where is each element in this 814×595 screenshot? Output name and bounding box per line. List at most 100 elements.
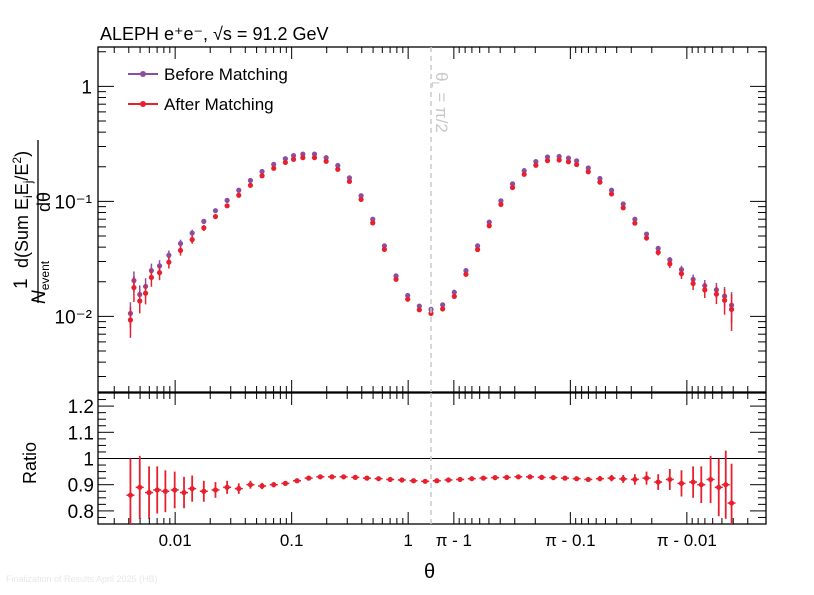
point-before-7 <box>177 240 184 247</box>
point-after-10 <box>212 213 219 220</box>
ratio-point-49 <box>678 480 685 486</box>
annotation-rest: = π/2 <box>432 88 451 133</box>
ratio-point-52 <box>708 476 714 483</box>
point-after-3 <box>142 290 149 296</box>
ratio-point-11 <box>236 486 242 492</box>
point-after-28 <box>416 307 422 313</box>
point-after-52 <box>690 280 696 287</box>
y-axis-label-top: 1 Nevent <box>11 140 52 304</box>
point-after-0 <box>127 317 134 323</box>
point-before-11 <box>224 197 230 203</box>
ratio-point-43 <box>608 475 615 481</box>
point-after-4 <box>148 274 154 281</box>
point-after-54 <box>713 291 720 297</box>
point-after-18 <box>300 155 306 161</box>
point-after-24 <box>370 220 376 226</box>
point-before-6 <box>166 252 172 258</box>
point-after-14 <box>259 173 265 179</box>
point-after-53 <box>702 287 708 293</box>
ratio-point-14 <box>271 482 277 488</box>
point-after-36 <box>509 184 516 191</box>
ylabel-dtheta: dθ <box>34 192 54 212</box>
ratio-point-20 <box>341 474 347 480</box>
ylabel-part-3: j <box>21 181 35 185</box>
point-before-23 <box>358 193 364 199</box>
ratio-point-39 <box>562 475 568 481</box>
point-after-29 <box>428 310 434 317</box>
point-before-48 <box>643 231 650 237</box>
point-after-1 <box>131 284 137 291</box>
point-after-34 <box>486 223 492 229</box>
point-after-38 <box>533 162 539 168</box>
point-after-21 <box>335 166 341 172</box>
y-tick-label-bottom-0: 0.8 <box>68 502 94 523</box>
ratio-point-19 <box>329 474 335 480</box>
point-before-43 <box>585 165 591 171</box>
point-before-12 <box>236 187 242 193</box>
ratio-point-22 <box>364 475 370 481</box>
point-before-18 <box>300 151 306 157</box>
ratio-point-47 <box>655 479 661 485</box>
ratio-point-55 <box>728 500 735 506</box>
point-before-24 <box>370 216 376 222</box>
ratio-point-4 <box>162 488 168 494</box>
point-before-35 <box>498 198 504 204</box>
point-before-34 <box>486 219 492 225</box>
ratio-point-0 <box>127 492 134 498</box>
chart-title: ALEPH e⁺e⁻, √s = 91.2 GeV <box>100 24 329 44</box>
ratio-point-44 <box>620 476 626 482</box>
ylabel-one: 1 <box>11 278 32 289</box>
ratio-point-46 <box>643 475 650 481</box>
point-after-26 <box>393 276 399 282</box>
ylabel-part-4: /E <box>12 164 32 181</box>
point-after-40 <box>556 157 562 163</box>
point-after-37 <box>521 171 527 177</box>
x-tick-label-2: 1 <box>403 531 412 550</box>
legend: Before Matching After Matching <box>128 65 288 114</box>
point-after-17 <box>290 156 297 162</box>
point-after-25 <box>381 246 387 253</box>
point-after-48 <box>643 235 650 241</box>
ratio-point-29 <box>445 477 452 483</box>
y-tick-label-bottom-4: 1.2 <box>68 397 94 418</box>
ratio-point-7 <box>189 486 195 492</box>
ratio-point-28 <box>434 478 440 484</box>
ratio-point-32 <box>480 475 487 481</box>
y-tick-label-top-1: 10⁻¹ <box>55 192 93 213</box>
point-before-44 <box>597 175 603 182</box>
ratio-point-21 <box>352 474 358 480</box>
ylabel-part-0: d(Sum E <box>12 198 32 268</box>
point-after-16 <box>282 159 288 166</box>
ratio-point-18 <box>317 474 323 480</box>
point-before-38 <box>533 158 539 165</box>
point-before-41 <box>565 155 572 161</box>
point-after-41 <box>565 159 572 165</box>
ratio-point-26 <box>410 478 417 484</box>
ylabel-part-6: ) <box>12 151 32 157</box>
ratio-point-35 <box>515 474 521 480</box>
point-before-9 <box>201 218 207 224</box>
ylabel-part-5: 2 <box>10 157 24 164</box>
ratio-point-23 <box>375 476 382 482</box>
point-after-22 <box>346 178 353 185</box>
point-before-28 <box>416 303 422 309</box>
point-after-42 <box>574 161 580 168</box>
point-after-56 <box>728 306 735 312</box>
point-before-49 <box>655 245 661 252</box>
ratio-point-12 <box>247 482 254 488</box>
ratio-point-36 <box>527 474 533 480</box>
point-after-33 <box>475 246 481 253</box>
point-before-37 <box>521 168 527 174</box>
axis-ticks: 0.01 0.1 1 π - 1 π - 0.1 π - 0.01 10⁻² 10⁻¹ 1 0.8… <box>55 47 766 550</box>
ratio-point-1 <box>137 484 143 490</box>
point-after-50 <box>667 261 673 267</box>
point-after-49 <box>655 249 661 256</box>
point-before-45 <box>608 187 615 193</box>
ylabel-part-1: i <box>21 195 35 198</box>
point-before-15 <box>271 161 277 167</box>
point-after-15 <box>271 165 277 171</box>
ratio-point-24 <box>387 476 393 483</box>
point-after-23 <box>358 196 364 203</box>
point-before-21 <box>335 162 341 169</box>
